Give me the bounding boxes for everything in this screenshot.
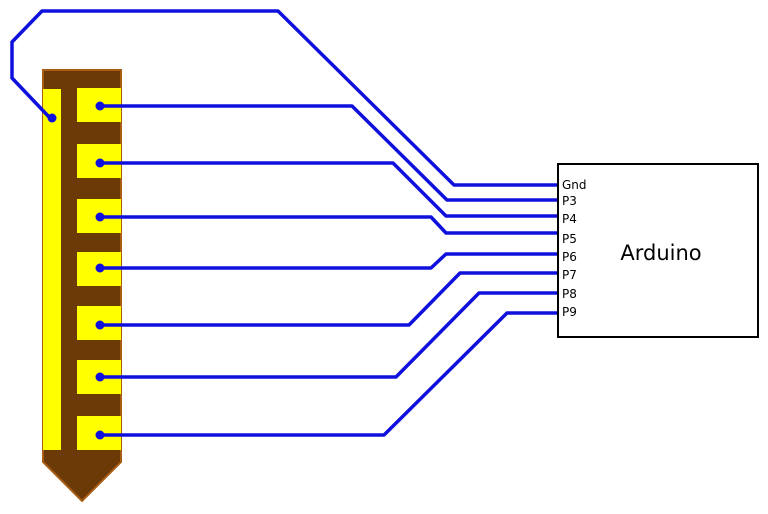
- connection-dot-2: [95, 158, 105, 168]
- pin-label-p3: P3: [562, 194, 577, 208]
- pin-label-p8: P8: [562, 287, 577, 301]
- wire-p7: [98, 271, 559, 327]
- connection-dot-4: [95, 263, 105, 273]
- pin-label-p9: P9: [562, 305, 577, 319]
- pin-label-p6: P6: [562, 250, 577, 264]
- arduino-title: Arduino: [620, 241, 701, 265]
- wire-p3: [98, 104, 559, 202]
- wire-p9: [98, 311, 559, 437]
- connection-dot-6: [95, 372, 105, 382]
- connection-dot-5: [95, 320, 105, 330]
- wire-gnd: [10, 9, 559, 187]
- wire-p6: [98, 252, 559, 270]
- wire-p4: [98, 161, 559, 218]
- wire-p5: [98, 215, 559, 235]
- arduino-box: [557, 163, 759, 338]
- connection-dot-1: [95, 101, 105, 111]
- pin-label-p4: P4: [562, 212, 577, 226]
- pin-label-gnd: Gnd: [562, 178, 587, 192]
- connection-dot-3: [95, 212, 105, 222]
- connection-dot-gnd: [47, 113, 57, 123]
- connection-dot-7: [95, 430, 105, 440]
- pin-label-p5: P5: [562, 232, 577, 246]
- wire-p8: [98, 291, 559, 379]
- pin-label-p7: P7: [562, 268, 577, 282]
- ground-strip: [43, 89, 61, 450]
